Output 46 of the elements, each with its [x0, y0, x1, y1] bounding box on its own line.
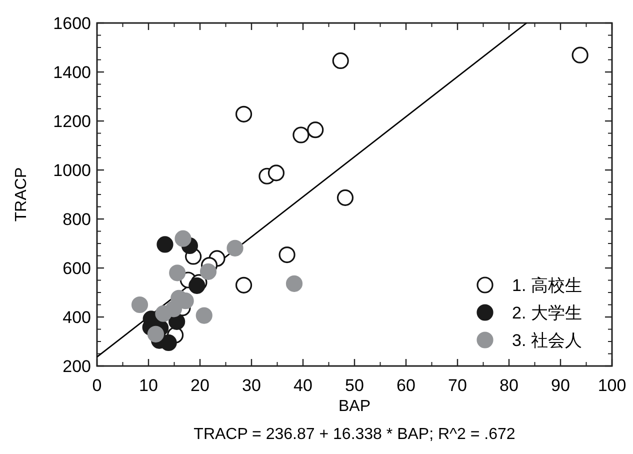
- y-tick-label: 600: [62, 259, 91, 278]
- x-tick-label: 0: [92, 376, 102, 395]
- x-tick-label: 80: [500, 376, 518, 395]
- x-tick-label: 60: [396, 376, 416, 395]
- point: [174, 230, 192, 247]
- x-tick-label: 30: [242, 376, 261, 395]
- x-axis-title: BAP: [338, 398, 371, 415]
- legend-label: 1. 高校生: [512, 276, 582, 295]
- x-tick-label: 100: [598, 376, 626, 395]
- x-tick-label: 70: [448, 376, 467, 395]
- point: [226, 240, 244, 256]
- point: [131, 296, 148, 314]
- x-tick-label: 20: [190, 376, 210, 395]
- legend-label: 3. 社会人: [512, 331, 582, 350]
- point: [235, 276, 252, 294]
- y-tick-label: 800: [62, 210, 91, 229]
- x-tick-label: 10: [139, 376, 158, 395]
- point: [200, 263, 217, 280]
- point: [188, 277, 206, 294]
- point: [307, 122, 324, 138]
- point: [156, 236, 174, 253]
- legend-label: 2. 大学生: [512, 304, 582, 322]
- point: [147, 326, 164, 342]
- y-tick-label: 1600: [53, 14, 91, 33]
- point: [268, 164, 285, 182]
- y-tick-label: 400: [62, 308, 91, 327]
- point: [278, 246, 296, 264]
- y-axis-title: TRACP: [13, 167, 30, 222]
- y-tick-label: 200: [62, 357, 91, 376]
- y-tick-label: 1000: [53, 161, 91, 180]
- point: [292, 126, 310, 144]
- text: TRACP = 236.87 + 16.338 * BAP; R^2 = .672: [194, 426, 516, 443]
- point: [235, 106, 252, 122]
- point: [332, 52, 349, 70]
- point: [286, 275, 303, 292]
- point: [572, 46, 588, 64]
- y-tick-label: 1400: [53, 63, 91, 82]
- point: [336, 189, 354, 206]
- x-tick-label: 90: [551, 376, 570, 395]
- x-tick-label: 40: [294, 376, 312, 395]
- y-tick-label: 1200: [53, 112, 91, 131]
- x-tick-label: 50: [345, 376, 364, 395]
- point: [165, 300, 182, 318]
- point: [196, 307, 212, 324]
- point: [169, 264, 186, 282]
- point: [160, 334, 177, 352]
